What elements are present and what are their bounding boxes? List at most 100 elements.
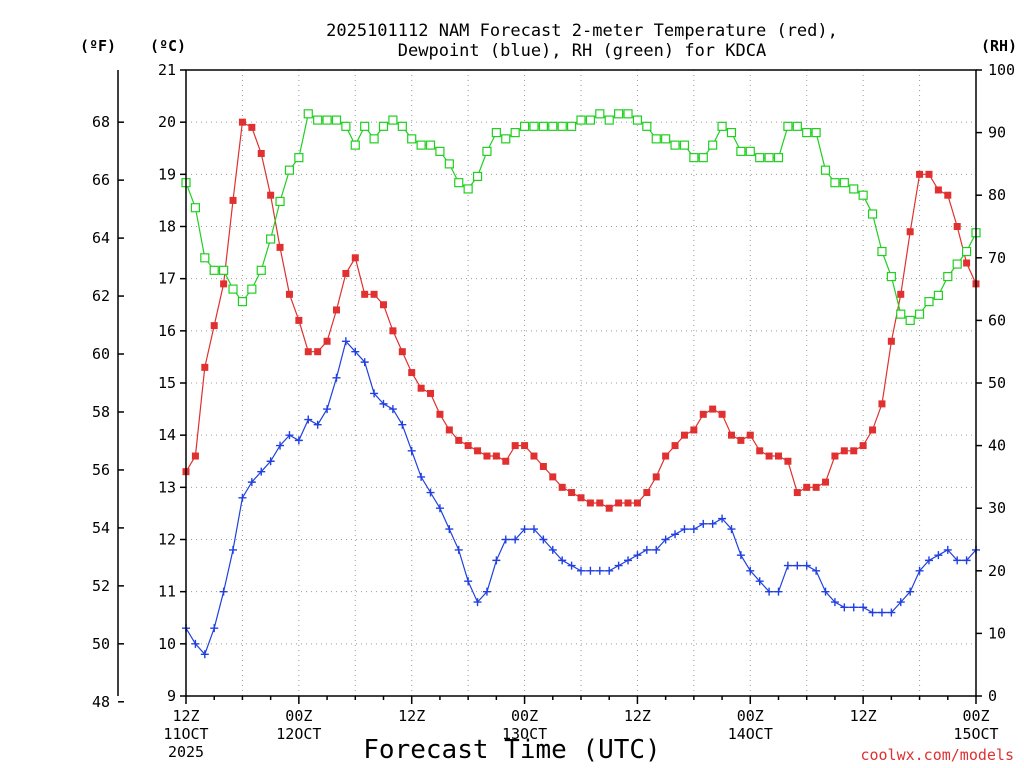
temperature-point: [464, 442, 472, 450]
dewpoint-point: [445, 525, 454, 534]
dewpoint-point: [652, 545, 661, 554]
temperature-point: [718, 410, 726, 418]
rh-point: [472, 171, 483, 182]
rh-point: [275, 196, 285, 207]
dewpoint-point: [812, 566, 821, 575]
temperature-point: [812, 483, 820, 491]
dewpoint-point: [783, 561, 792, 570]
temperature-point: [699, 410, 707, 418]
rh-point: [247, 284, 257, 294]
x-tick-label: 12Z: [172, 707, 199, 725]
rh-point: [632, 115, 643, 125]
temperature-point: [925, 170, 933, 178]
temperature-point: [323, 337, 331, 345]
rh-point: [689, 153, 699, 163]
temperature-point: [831, 452, 839, 460]
temperature-point: [314, 348, 322, 356]
temperature-point: [803, 483, 811, 491]
dewpoint-point: [398, 420, 407, 429]
dewpoint-point: [426, 488, 435, 497]
rh-point: [407, 134, 417, 144]
temperature-point: [248, 123, 256, 131]
rh-point: [369, 134, 379, 144]
series-layer: [181, 109, 981, 659]
fahrenheit-tick-label: 48: [92, 693, 110, 711]
rh-point: [867, 209, 878, 219]
dewpoint-point: [313, 420, 322, 429]
credit-text: coolwx.com/models: [860, 746, 1014, 764]
rh-tick-label: 70: [988, 249, 1006, 267]
temperature-point: [417, 384, 425, 392]
rh-point: [642, 121, 652, 131]
rh-unit-label: (RH): [981, 37, 1017, 55]
rh-point: [961, 246, 972, 257]
x-tick-label: 12OCT: [276, 725, 321, 743]
rh-point: [858, 190, 868, 200]
x-tick-label: 11OCT: [163, 725, 208, 743]
temperature-point: [690, 426, 698, 434]
rh-point: [736, 146, 746, 156]
dewpoint-point: [906, 587, 915, 596]
x-axis-label: Forecast Time (UTC): [363, 735, 660, 765]
dewpoint-point: [247, 478, 256, 487]
rh-point: [670, 140, 680, 150]
rh-point: [773, 153, 784, 163]
temperature-point: [869, 426, 877, 434]
temperature-point: [784, 457, 792, 465]
rh-line: [185, 112, 977, 322]
temperature-point: [671, 442, 679, 450]
temperature-point: [257, 149, 265, 157]
rh-point: [397, 121, 407, 131]
temperature-point: [361, 290, 369, 298]
fahrenheit-tick-label: 68: [92, 113, 110, 131]
dewpoint-point: [417, 472, 426, 481]
x-tick-label: 12Z: [398, 707, 425, 725]
temperature-point: [342, 269, 350, 277]
fahrenheit-tick-label: 54: [92, 519, 110, 537]
temperature-point: [643, 489, 651, 497]
temperature-point: [662, 452, 670, 460]
rh-tick-label: 100: [988, 61, 1015, 79]
celsius-tick-label: 17: [158, 270, 176, 288]
temperature-point: [267, 191, 275, 199]
rh-point: [726, 128, 737, 138]
temperature-point: [916, 170, 924, 178]
rh-point: [548, 121, 558, 131]
dewpoint-point: [877, 608, 886, 617]
temperature-point: [427, 389, 435, 397]
rh-point: [877, 246, 887, 257]
celsius-tick-label: 19: [158, 165, 176, 183]
fahrenheit-tick-label: 64: [92, 229, 110, 247]
rh-point: [623, 109, 633, 119]
rh-tick-label: 80: [988, 186, 1006, 204]
temperature-point: [370, 290, 378, 298]
dewpoint-point: [924, 556, 933, 565]
celsius-tick-label: 14: [158, 426, 176, 444]
rh-point: [331, 115, 342, 125]
dewpoint-point: [868, 608, 877, 617]
rh-tick-label: 20: [988, 562, 1006, 580]
dewpoint-point: [360, 358, 369, 367]
dewpoint-point: [370, 389, 379, 398]
fahrenheit-tick-label: 62: [92, 287, 110, 305]
temperature-point: [351, 254, 359, 262]
celsius-tick-label: 12: [158, 531, 176, 549]
dewpoint-point: [341, 337, 350, 346]
dewpoint-point: [304, 415, 313, 424]
dewpoint-point: [210, 624, 219, 633]
temperature-point: [765, 452, 773, 460]
temperature-point: [822, 478, 830, 486]
dewpoint-point: [219, 587, 228, 596]
chart-title-line-2: Dewpoint (blue), RH (green) for KDCA: [398, 41, 766, 61]
rh-tick-label: 40: [988, 437, 1006, 455]
rh-point: [595, 109, 605, 119]
temperature-point: [887, 337, 895, 345]
rh-point: [322, 115, 332, 125]
dewpoint-point: [529, 525, 538, 534]
dewpoint-point: [680, 525, 689, 534]
temperature-point: [549, 473, 557, 481]
rh-point: [698, 153, 708, 163]
dewpoint-point: [821, 587, 830, 596]
rh-tick-label: 0: [988, 687, 997, 705]
dewpoint-point: [482, 587, 491, 596]
